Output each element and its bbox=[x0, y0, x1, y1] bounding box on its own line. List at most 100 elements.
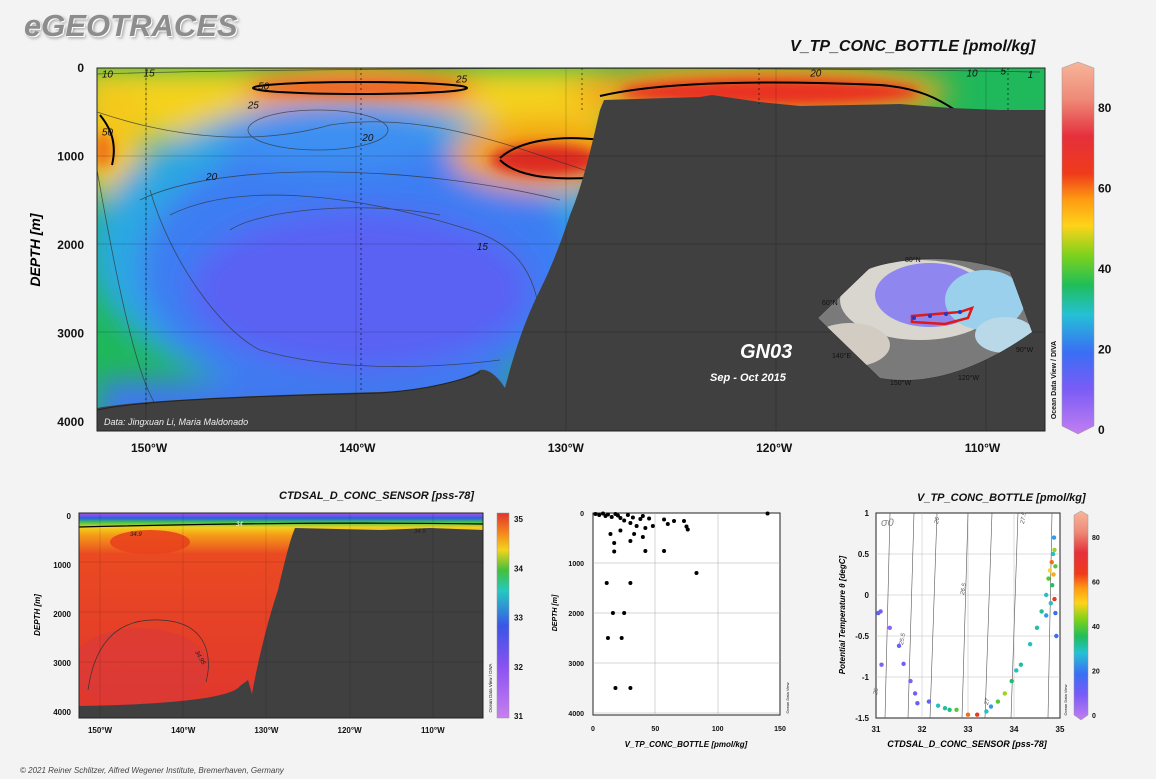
sc2-y-tick-label: -0.5 bbox=[855, 632, 869, 641]
main-x-tick-label: 150°W bbox=[131, 441, 168, 455]
main-y-axis-label: DEPTH [m] bbox=[27, 212, 43, 286]
sc1-x-tick-label: 50 bbox=[651, 726, 659, 733]
tp-depth-point bbox=[765, 511, 770, 516]
tp-depth-point bbox=[640, 514, 645, 518]
sal-colorbar bbox=[496, 512, 510, 719]
tp-depth-point bbox=[619, 636, 624, 640]
sal-y-tick-label: 0 bbox=[67, 512, 72, 521]
sal-y-tick-label: 3000 bbox=[53, 659, 71, 668]
main-section-plot: 10 15 50 25 20 10 5 1 25 50 20 20 15 150°W 140°W 130°W… bbox=[27, 61, 1112, 455]
tp-depth-point bbox=[665, 522, 670, 526]
tp-depth-point bbox=[600, 511, 605, 516]
sc1-y-tick-label: 0 bbox=[580, 511, 584, 518]
main-y-tick-label: 1000 bbox=[57, 150, 84, 164]
ts-point bbox=[1053, 564, 1058, 569]
station-marker bbox=[958, 310, 962, 314]
ts-point bbox=[878, 609, 883, 614]
ts-colorbar bbox=[1073, 510, 1089, 721]
ts-colorbar-tick: 60 bbox=[1092, 580, 1100, 587]
sc2-y-tick-label: -1 bbox=[862, 673, 870, 682]
map-grid-label: 150°W bbox=[890, 379, 911, 387]
ts-point bbox=[1018, 662, 1024, 667]
ts-point bbox=[984, 709, 989, 714]
sc2-x-tick-label: 33 bbox=[964, 725, 973, 734]
ts-point bbox=[1044, 613, 1049, 618]
tp-depth-point bbox=[643, 549, 648, 553]
map-grid-label: 90°W bbox=[1016, 346, 1034, 354]
main-contour-label: 20 bbox=[205, 172, 218, 183]
main-contour-label: 1 bbox=[1028, 70, 1034, 81]
brand-logo: eGEOTRACES bbox=[24, 8, 238, 43]
station-marker bbox=[928, 314, 932, 318]
ts-point bbox=[915, 701, 920, 706]
sc2-y-tick-label: -1.5 bbox=[855, 714, 869, 723]
tp-depth-point bbox=[672, 519, 677, 523]
tp-depth-point bbox=[694, 571, 699, 575]
sc1-y-tick-label: 1000 bbox=[568, 561, 584, 568]
sc1-y-axis-label: DEPTH [m] bbox=[552, 594, 559, 631]
tp-depth-point bbox=[613, 686, 618, 690]
sal-colorbar-tick: 32 bbox=[514, 663, 523, 672]
main-x-tick-label: 130°W bbox=[548, 441, 585, 455]
sc1-y-tick-label: 4000 bbox=[568, 711, 584, 718]
map-grid-label: 60°N bbox=[822, 299, 838, 307]
main-x-tick-label: 140°W bbox=[339, 441, 376, 455]
sal-contour-label: 34 bbox=[236, 522, 243, 528]
isopycnal-label: 25.5 bbox=[899, 632, 907, 646]
tp-depth-point bbox=[628, 686, 633, 690]
sal-colorbar-tick: 35 bbox=[514, 515, 523, 524]
ts-point bbox=[947, 707, 952, 712]
ts-point bbox=[1049, 560, 1054, 565]
main-colorbar-tick: 0 bbox=[1098, 423, 1105, 437]
station-marker bbox=[912, 316, 916, 320]
ts-point bbox=[901, 661, 906, 667]
main-y-tick-label: 4000 bbox=[57, 415, 84, 429]
sal-y-axis-label: DEPTH [m] bbox=[33, 594, 42, 636]
sc1-x-tick-label: 100 bbox=[712, 726, 724, 733]
sc1-y-tick-label: 3000 bbox=[568, 661, 584, 668]
main-contour-label: 5 bbox=[1001, 67, 1007, 78]
tp-depth-point bbox=[608, 532, 613, 536]
sal-x-tick-label: 150°W bbox=[88, 726, 113, 735]
sigma-label: σ0 bbox=[881, 517, 895, 529]
main-contour-label: 15 bbox=[144, 68, 156, 79]
ts-point bbox=[1051, 535, 1057, 540]
sc2-y-tick-label: 1 bbox=[865, 509, 870, 518]
ts-point bbox=[1052, 596, 1057, 602]
main-y-tick-label: 0 bbox=[77, 61, 84, 75]
ts-point bbox=[908, 678, 913, 684]
tp-depth-point bbox=[604, 581, 609, 585]
tp-depth-point bbox=[643, 526, 648, 530]
tp-depth-point bbox=[685, 527, 690, 532]
ts-point bbox=[1044, 592, 1049, 598]
ts-point bbox=[896, 643, 902, 649]
main-colorbar bbox=[1061, 61, 1095, 435]
main-side-label: Ocean Data View / DIVA bbox=[1051, 341, 1058, 419]
sc2-y-tick-label: 0 bbox=[865, 591, 870, 600]
tp-depth-point bbox=[634, 524, 639, 528]
ts-chart-title: V_TP_CONC_BOTTLE [pmol/kg] bbox=[917, 492, 1086, 504]
sal-side-label: Ocean Data View / DIVA bbox=[488, 664, 493, 713]
ts-point bbox=[1049, 582, 1055, 588]
main-contour-label: 15 bbox=[477, 242, 489, 253]
sc2-x-tick-label: 34 bbox=[1010, 725, 1019, 734]
main-x-tick-label: 110°W bbox=[965, 441, 1001, 455]
ts-point bbox=[1050, 551, 1056, 557]
ts-point bbox=[1048, 601, 1054, 606]
sal-contour-label: 34.9 bbox=[414, 529, 426, 535]
ts-point bbox=[1009, 678, 1014, 684]
main-contour-label: 50 bbox=[258, 82, 270, 93]
sal-y-tick-label: 1000 bbox=[53, 561, 71, 570]
tp-depth-point bbox=[632, 532, 637, 536]
ts-point bbox=[965, 712, 971, 717]
tp-depth-point bbox=[609, 515, 614, 519]
sc1-y-tick-label: 2000 bbox=[568, 611, 584, 618]
tp-depth-point bbox=[618, 516, 623, 520]
main-colorbar-tick: 80 bbox=[1098, 101, 1112, 115]
tp-depth-point bbox=[647, 516, 652, 521]
ts-point bbox=[1054, 633, 1059, 639]
tp-depth-point bbox=[640, 535, 645, 539]
ts-colorbar-tick: 80 bbox=[1092, 535, 1100, 542]
tp-depth-point bbox=[605, 636, 610, 640]
